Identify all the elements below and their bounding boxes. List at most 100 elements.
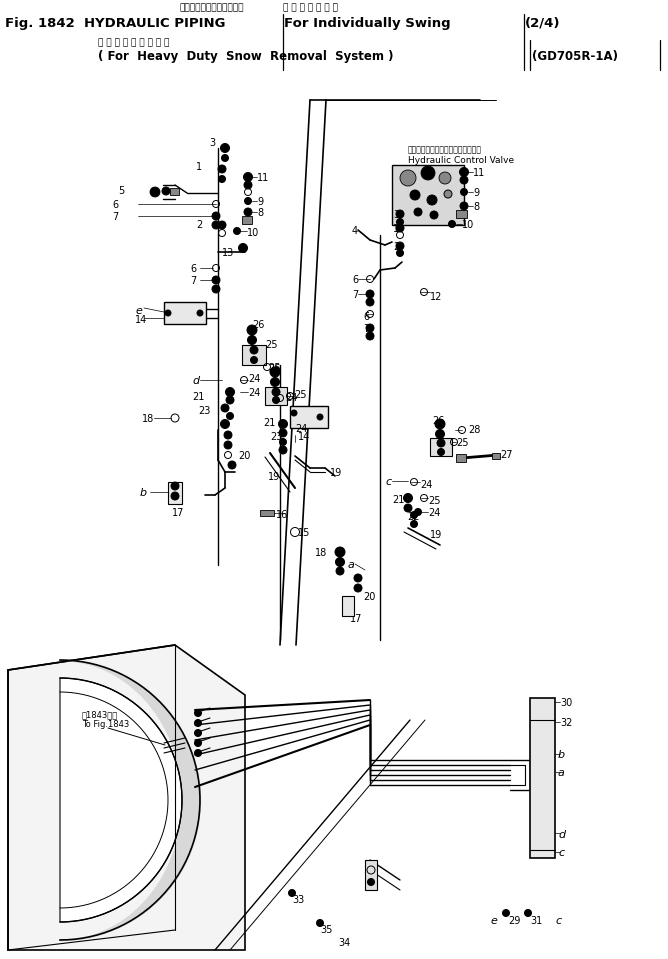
Circle shape	[218, 221, 226, 229]
Circle shape	[226, 396, 234, 404]
Circle shape	[279, 419, 287, 429]
Circle shape	[244, 208, 252, 216]
Circle shape	[435, 419, 445, 429]
Circle shape	[335, 547, 345, 557]
Text: To Fig.1843: To Fig.1843	[82, 720, 129, 729]
Circle shape	[244, 181, 252, 189]
Circle shape	[212, 276, 220, 284]
Circle shape	[279, 446, 287, 454]
Circle shape	[271, 378, 279, 386]
Circle shape	[366, 332, 374, 340]
Circle shape	[212, 212, 220, 220]
Bar	[456, 454, 466, 462]
Circle shape	[270, 367, 280, 377]
Text: 27: 27	[500, 450, 512, 460]
Bar	[392, 165, 464, 225]
Circle shape	[220, 144, 230, 152]
Text: (GD705R-1A): (GD705R-1A)	[532, 50, 618, 63]
Circle shape	[279, 429, 287, 437]
Circle shape	[171, 492, 179, 500]
Circle shape	[366, 324, 374, 332]
Circle shape	[218, 175, 226, 182]
Text: 20: 20	[238, 451, 250, 461]
Text: 20: 20	[363, 592, 375, 602]
Text: 16: 16	[276, 510, 289, 520]
Text: 10: 10	[462, 220, 474, 230]
Circle shape	[244, 198, 251, 204]
Text: 7: 7	[352, 290, 358, 300]
Text: 24: 24	[295, 424, 307, 434]
Polygon shape	[60, 678, 182, 922]
Text: ハイドロリックパイピング: ハイドロリックパイピング	[180, 3, 244, 12]
Circle shape	[460, 189, 468, 196]
Text: 8: 8	[473, 202, 479, 212]
Text: 1: 1	[393, 224, 399, 234]
Text: 19: 19	[430, 530, 442, 540]
Circle shape	[411, 521, 418, 527]
Text: 17: 17	[172, 508, 184, 518]
Bar	[170, 188, 179, 195]
Text: 25: 25	[456, 438, 468, 448]
Text: 2: 2	[196, 220, 202, 230]
Text: d: d	[558, 830, 565, 840]
Circle shape	[397, 219, 403, 225]
Text: 29: 29	[508, 916, 520, 926]
Circle shape	[354, 584, 362, 592]
Text: Fig. 1842  HYDRAULIC PIPING: Fig. 1842 HYDRAULIC PIPING	[5, 17, 226, 30]
Circle shape	[194, 730, 202, 737]
Text: 7: 7	[190, 276, 196, 286]
Circle shape	[400, 170, 416, 186]
Circle shape	[194, 739, 202, 746]
Circle shape	[234, 227, 240, 235]
Text: 28: 28	[468, 425, 480, 435]
Circle shape	[224, 441, 232, 449]
Text: c: c	[558, 848, 564, 858]
Circle shape	[289, 890, 295, 897]
Text: 7: 7	[363, 324, 369, 334]
Circle shape	[250, 346, 258, 354]
Text: （ 圧 雪 処 理 装 置 用 ）: （ 圧 雪 処 理 装 置 用 ）	[98, 38, 170, 47]
Circle shape	[444, 190, 452, 198]
Circle shape	[448, 221, 456, 227]
Text: 25: 25	[428, 496, 440, 506]
Circle shape	[439, 172, 451, 184]
Circle shape	[404, 504, 412, 512]
Bar	[530, 698, 555, 858]
Text: 23: 23	[198, 406, 210, 416]
Text: 32: 32	[560, 718, 572, 728]
Text: 8: 8	[257, 208, 263, 218]
Circle shape	[218, 165, 226, 173]
Circle shape	[460, 168, 468, 176]
Circle shape	[410, 190, 420, 200]
Circle shape	[317, 920, 323, 926]
Text: 14: 14	[298, 432, 310, 442]
Text: 21: 21	[192, 392, 204, 402]
Circle shape	[250, 357, 257, 363]
Circle shape	[367, 878, 375, 885]
Circle shape	[244, 173, 253, 181]
Text: 3: 3	[209, 138, 215, 148]
Circle shape	[194, 710, 202, 716]
Polygon shape	[8, 645, 245, 950]
Circle shape	[502, 909, 510, 917]
Circle shape	[194, 750, 202, 757]
Circle shape	[335, 557, 345, 567]
Text: 2: 2	[393, 242, 399, 252]
Circle shape	[165, 310, 171, 316]
Text: 10: 10	[247, 228, 259, 238]
Text: 24: 24	[285, 393, 297, 403]
Circle shape	[226, 387, 234, 396]
Text: 25: 25	[294, 390, 307, 400]
Circle shape	[336, 567, 344, 575]
Text: a: a	[558, 768, 565, 778]
Circle shape	[414, 208, 422, 216]
Text: 24: 24	[248, 374, 261, 384]
Bar	[365, 860, 377, 890]
Text: e: e	[490, 916, 497, 926]
Circle shape	[162, 187, 170, 195]
Text: 13: 13	[222, 248, 234, 258]
Circle shape	[403, 494, 413, 503]
Text: 24: 24	[420, 480, 432, 490]
Bar	[242, 345, 266, 365]
Circle shape	[272, 388, 280, 396]
